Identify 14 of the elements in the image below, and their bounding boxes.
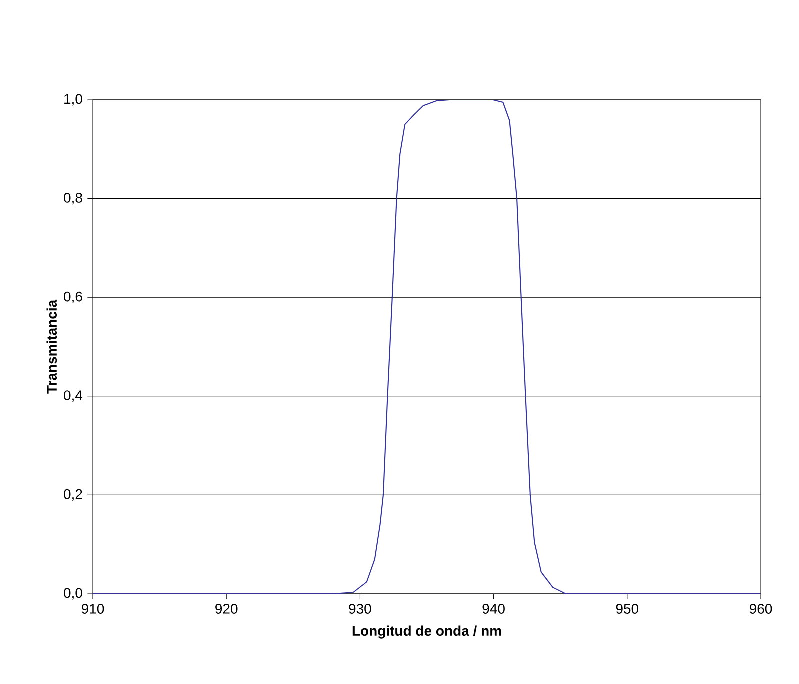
x-tick-label: 910 <box>82 604 104 614</box>
y-axis-title: Transmitancia <box>46 300 58 394</box>
y-tick-label: 0,6 <box>64 292 82 304</box>
x-tick-label: 950 <box>616 604 639 614</box>
x-axis-title: Longitud de onda / nm <box>352 626 502 639</box>
x-tick-label: 960 <box>750 604 772 614</box>
y-tick-label: 0,0 <box>64 588 82 600</box>
x-tick-label: 940 <box>482 604 505 614</box>
y-tick-label: 0,8 <box>64 193 82 205</box>
y-tick-label: 1,0 <box>64 94 82 106</box>
y-tick-label: 0,2 <box>64 489 82 501</box>
y-tick-label: 0,4 <box>64 390 83 402</box>
x-tick-label: 930 <box>349 604 372 614</box>
x-tick-label: 920 <box>216 604 238 614</box>
